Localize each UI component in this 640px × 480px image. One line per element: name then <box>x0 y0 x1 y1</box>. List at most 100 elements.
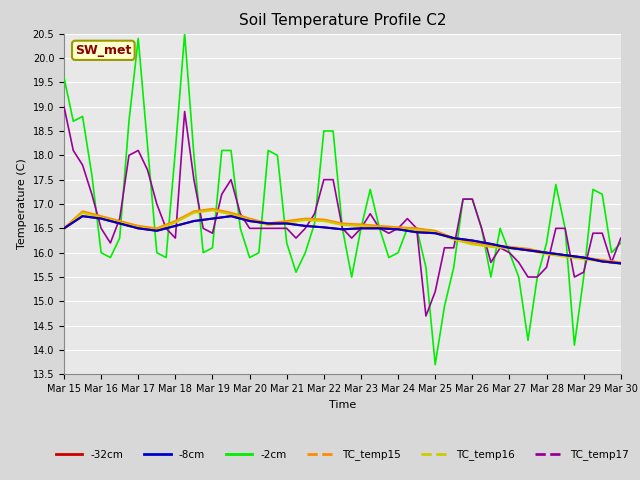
TC_temp17 <box>190 177 198 182</box>
TC_temp15 <box>617 260 625 265</box>
-8cm <box>79 213 86 219</box>
TC_temp17 <box>394 226 402 231</box>
TC_temp16 <box>617 261 625 267</box>
-32cm <box>450 235 458 241</box>
-32cm <box>209 216 216 221</box>
TC_temp15 <box>598 257 606 263</box>
TC_temp15 <box>357 222 365 228</box>
-8cm <box>301 223 309 229</box>
TC_temp15 <box>524 246 532 252</box>
TC_temp15 <box>190 208 198 214</box>
-8cm <box>561 252 569 258</box>
-32cm <box>580 255 588 261</box>
TC_temp15 <box>320 216 328 222</box>
-8cm <box>357 226 365 231</box>
-32cm <box>172 223 179 229</box>
-8cm <box>617 261 625 266</box>
X-axis label: Time: Time <box>329 400 356 409</box>
TC_temp15 <box>153 226 161 231</box>
-8cm <box>431 230 439 236</box>
-32cm <box>227 213 235 219</box>
-32cm <box>116 221 124 227</box>
-2cm <box>561 226 569 231</box>
Text: SW_met: SW_met <box>75 44 131 57</box>
TC_temp15 <box>172 218 179 224</box>
TC_temp16 <box>561 254 569 260</box>
TC_temp15 <box>543 250 550 255</box>
TC_temp16 <box>339 222 346 228</box>
TC_temp16 <box>524 247 532 253</box>
-2cm <box>180 31 188 36</box>
-32cm <box>283 221 291 227</box>
TC_temp16 <box>264 222 272 228</box>
TC_temp17 <box>172 235 179 241</box>
Line: TC_temp17: TC_temp17 <box>64 107 621 316</box>
TC_temp15 <box>394 225 402 230</box>
-32cm <box>134 226 142 231</box>
TC_temp16 <box>227 211 235 217</box>
-8cm <box>153 228 161 234</box>
-2cm <box>366 187 374 192</box>
-2cm <box>431 362 439 368</box>
TC_temp15 <box>116 218 124 224</box>
-8cm <box>116 221 124 227</box>
-2cm <box>403 226 411 231</box>
TC_temp17 <box>552 226 559 231</box>
-2cm <box>60 74 68 80</box>
TC_temp15 <box>283 218 291 224</box>
TC_temp15 <box>561 252 569 258</box>
TC_temp16 <box>60 227 68 232</box>
-8cm <box>376 226 383 231</box>
-8cm <box>209 216 216 221</box>
TC_temp16 <box>580 256 588 262</box>
-8cm <box>283 221 291 227</box>
-32cm <box>357 226 365 231</box>
-32cm <box>394 227 402 232</box>
-32cm <box>97 216 105 221</box>
TC_temp16 <box>487 244 495 250</box>
TC_temp15 <box>580 255 588 261</box>
-32cm <box>246 218 253 224</box>
Legend: -32cm, -8cm, -2cm, TC_temp15, TC_temp16, TC_temp17: -32cm, -8cm, -2cm, TC_temp15, TC_temp16,… <box>52 445 632 465</box>
TC_temp15 <box>209 206 216 212</box>
TC_temp16 <box>468 241 476 247</box>
-8cm <box>190 218 198 224</box>
TC_temp16 <box>246 217 253 223</box>
TC_temp15 <box>264 221 272 227</box>
TC_temp15 <box>60 226 68 231</box>
-8cm <box>468 238 476 243</box>
-32cm <box>506 245 513 251</box>
-32cm <box>598 259 606 264</box>
TC_temp16 <box>413 227 420 233</box>
-32cm <box>561 252 569 258</box>
-32cm <box>79 213 86 219</box>
-8cm <box>134 226 142 231</box>
TC_temp16 <box>598 259 606 264</box>
-2cm <box>264 147 272 153</box>
-8cm <box>413 229 420 235</box>
TC_temp17 <box>60 104 68 109</box>
TC_temp15 <box>339 221 346 227</box>
-32cm <box>468 238 476 243</box>
-8cm <box>320 225 328 230</box>
TC_temp16 <box>301 217 309 223</box>
-32cm <box>617 261 625 266</box>
-32cm <box>431 230 439 236</box>
TC_temp15 <box>506 244 513 250</box>
TC_temp16 <box>190 210 198 216</box>
-8cm <box>543 250 550 255</box>
-32cm <box>301 223 309 229</box>
-8cm <box>60 226 68 231</box>
TC_temp16 <box>506 245 513 251</box>
TC_temp16 <box>153 227 161 233</box>
-2cm <box>200 250 207 255</box>
-2cm <box>617 240 625 246</box>
Line: TC_temp16: TC_temp16 <box>64 210 621 264</box>
TC_temp16 <box>543 251 550 257</box>
TC_temp15 <box>468 240 476 246</box>
-32cm <box>190 218 198 224</box>
-32cm <box>264 221 272 227</box>
TC_temp15 <box>79 208 86 214</box>
-32cm <box>339 227 346 232</box>
-8cm <box>487 241 495 247</box>
